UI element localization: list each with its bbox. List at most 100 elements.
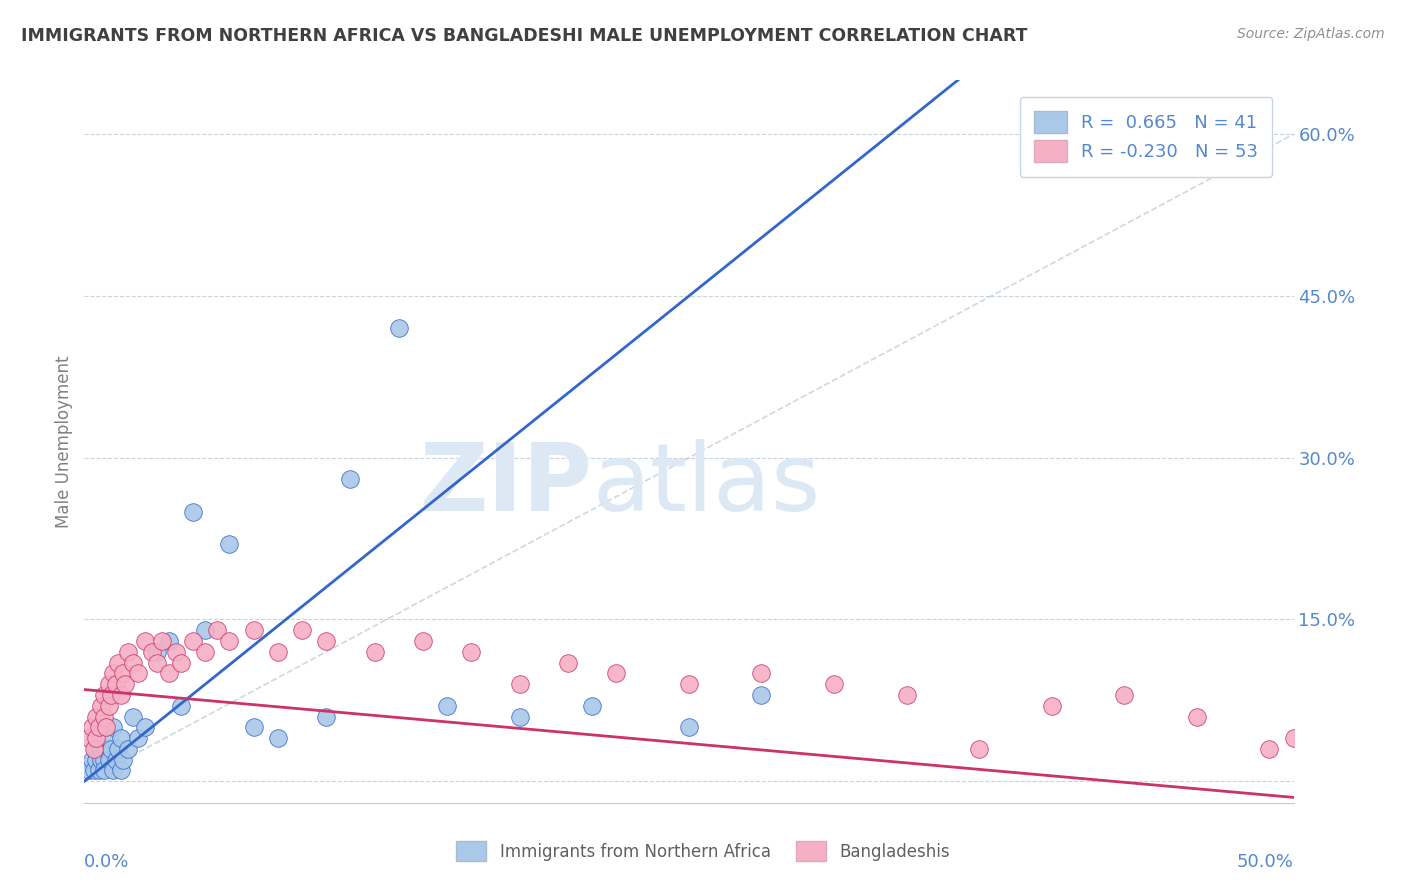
Point xyxy=(110,764,132,778)
Point xyxy=(267,645,290,659)
Point xyxy=(388,321,411,335)
Legend: Immigrants from Northern Africa, Bangladeshis: Immigrants from Northern Africa, Banglad… xyxy=(443,828,963,875)
Point xyxy=(150,634,173,648)
Point xyxy=(104,677,127,691)
Y-axis label: Male Unemployment: Male Unemployment xyxy=(55,355,73,528)
Point xyxy=(127,666,149,681)
Text: Source: ZipAtlas.com: Source: ZipAtlas.com xyxy=(1237,27,1385,41)
Point xyxy=(436,698,458,713)
Text: 0.0%: 0.0% xyxy=(84,854,129,871)
Point xyxy=(1185,709,1208,723)
Point xyxy=(80,753,103,767)
Point xyxy=(94,742,117,756)
Point xyxy=(218,634,240,648)
Point xyxy=(1114,688,1136,702)
Point xyxy=(77,764,100,778)
Point xyxy=(181,505,204,519)
Point xyxy=(218,537,240,551)
Point xyxy=(509,677,531,691)
Point xyxy=(100,688,122,702)
Point xyxy=(1282,731,1305,745)
Point xyxy=(460,645,482,659)
Point xyxy=(100,742,122,756)
Point xyxy=(97,677,120,691)
Point xyxy=(112,753,135,767)
Point xyxy=(114,677,136,691)
Point xyxy=(86,753,108,767)
Point xyxy=(1040,698,1063,713)
Point xyxy=(751,688,773,702)
Point xyxy=(121,656,143,670)
Point xyxy=(291,624,314,638)
Point xyxy=(90,753,112,767)
Point xyxy=(194,645,217,659)
Point xyxy=(77,731,100,745)
Point xyxy=(146,645,169,659)
Point xyxy=(823,677,845,691)
Point xyxy=(363,645,385,659)
Point xyxy=(103,764,125,778)
Point xyxy=(86,742,108,756)
Point xyxy=(141,645,163,659)
Point xyxy=(90,698,112,713)
Point xyxy=(267,731,290,745)
Point xyxy=(207,624,229,638)
Point xyxy=(97,731,120,745)
Point xyxy=(315,634,337,648)
Point xyxy=(157,666,180,681)
Text: IMMIGRANTS FROM NORTHERN AFRICA VS BANGLADESHI MALE UNEMPLOYMENT CORRELATION CHA: IMMIGRANTS FROM NORTHERN AFRICA VS BANGL… xyxy=(21,27,1028,45)
Point xyxy=(678,720,700,734)
Point xyxy=(157,634,180,648)
Point xyxy=(83,742,105,756)
Point xyxy=(110,731,132,745)
Point xyxy=(242,624,264,638)
Point xyxy=(104,753,127,767)
Point xyxy=(117,742,139,756)
Point xyxy=(110,688,132,702)
Point xyxy=(134,720,156,734)
Point xyxy=(412,634,434,648)
Point xyxy=(967,742,990,756)
Point xyxy=(93,753,115,767)
Point xyxy=(86,731,108,745)
Point xyxy=(80,720,103,734)
Point xyxy=(112,666,135,681)
Point xyxy=(605,666,627,681)
Point xyxy=(103,666,125,681)
Point xyxy=(93,688,115,702)
Point xyxy=(87,764,110,778)
Point xyxy=(97,698,120,713)
Point xyxy=(93,764,115,778)
Point xyxy=(581,698,603,713)
Point xyxy=(86,709,108,723)
Point xyxy=(107,656,129,670)
Point xyxy=(509,709,531,723)
Legend: R =  0.665   N = 41, R = -0.230   N = 53: R = 0.665 N = 41, R = -0.230 N = 53 xyxy=(1019,96,1272,177)
Point xyxy=(678,677,700,691)
Text: atlas: atlas xyxy=(592,439,821,531)
Point xyxy=(121,709,143,723)
Point xyxy=(87,720,110,734)
Point xyxy=(97,753,120,767)
Point xyxy=(90,742,112,756)
Point xyxy=(194,624,217,638)
Point xyxy=(1258,742,1281,756)
Point xyxy=(93,709,115,723)
Point xyxy=(181,634,204,648)
Point xyxy=(896,688,918,702)
Point xyxy=(339,472,361,486)
Point xyxy=(170,656,193,670)
Point xyxy=(127,731,149,745)
Point xyxy=(242,720,264,734)
Point xyxy=(170,698,193,713)
Point xyxy=(751,666,773,681)
Text: ZIP: ZIP xyxy=(419,439,592,531)
Point xyxy=(146,656,169,670)
Point xyxy=(557,656,579,670)
Point xyxy=(315,709,337,723)
Point xyxy=(165,645,187,659)
Point xyxy=(134,634,156,648)
Point xyxy=(83,764,105,778)
Text: 50.0%: 50.0% xyxy=(1237,854,1294,871)
Point xyxy=(94,720,117,734)
